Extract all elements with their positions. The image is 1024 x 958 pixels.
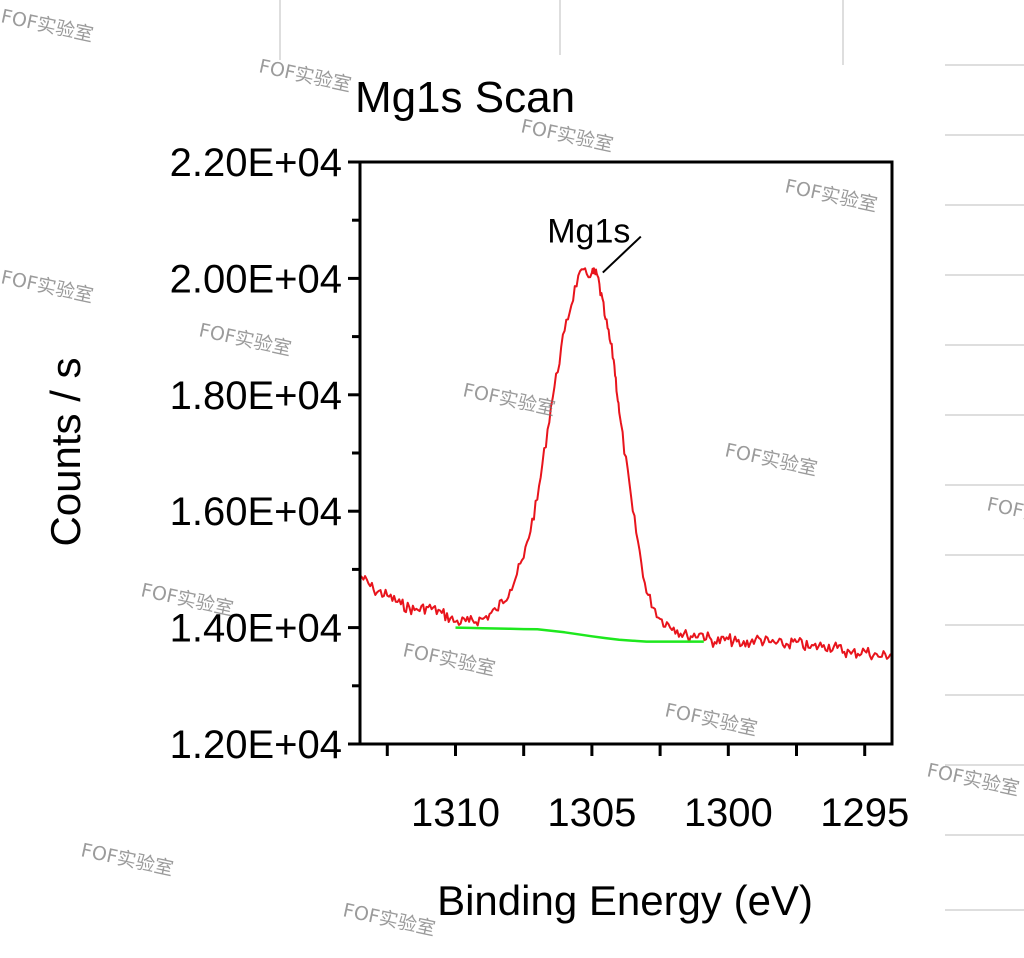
- y-tick-labels: 1.20E+04 1.40E+04 1.60E+04 1.80E+04 2.00E+04…: [170, 141, 342, 767]
- watermark-text: FOF实验室: [0, 5, 95, 46]
- x-axis-title: Binding Energy (eV): [437, 877, 813, 924]
- y-tick-label: 1.20E+04: [170, 723, 342, 767]
- watermark-text: FOF实验室: [925, 759, 1021, 800]
- series-background: [455, 626, 704, 643]
- x-tick-label: 1305: [547, 791, 636, 835]
- watermark-text: FOF实验室: [0, 266, 95, 307]
- x-tick-label: 1310: [411, 791, 500, 835]
- watermark-text: FOF实验室: [197, 319, 293, 360]
- y-tick-label: 2.20E+04: [170, 141, 342, 185]
- plot-frame: [358, 160, 894, 746]
- y-tick-label: 1.60E+04: [170, 490, 342, 534]
- x-tick-labels: 1310 1305 1300 1295: [411, 791, 909, 835]
- x-tick-label: 1300: [684, 791, 773, 835]
- watermark-text: FOF实验室: [783, 175, 879, 216]
- series-group: [359, 267, 893, 661]
- series-raw-spectrum: [359, 267, 893, 661]
- chart-title: Mg1s Scan: [355, 73, 575, 122]
- watermark-text: FOF实验室: [985, 493, 1024, 534]
- annotation-leader-line: [602, 235, 642, 274]
- y-axis-title: Counts / s: [42, 357, 89, 546]
- annotation-label: Mg1s: [547, 213, 630, 251]
- watermark-text: FOF实验室: [663, 699, 759, 740]
- x-tick-label: 1295: [820, 791, 909, 835]
- watermark-text: FOF实验室: [461, 379, 557, 420]
- watermark-text: FOF实验室: [341, 899, 437, 940]
- watermark-text: FOF实验室: [257, 55, 353, 96]
- y-tick-label: 2.00E+04: [170, 257, 342, 301]
- y-tick-label: 1.80E+04: [170, 374, 342, 418]
- y-tick-label: 1.40E+04: [170, 607, 342, 651]
- watermark-text: FOF实验室: [723, 439, 819, 480]
- watermark-text: FOF实验室: [79, 839, 175, 880]
- watermark-text: FOF实验室: [401, 639, 497, 680]
